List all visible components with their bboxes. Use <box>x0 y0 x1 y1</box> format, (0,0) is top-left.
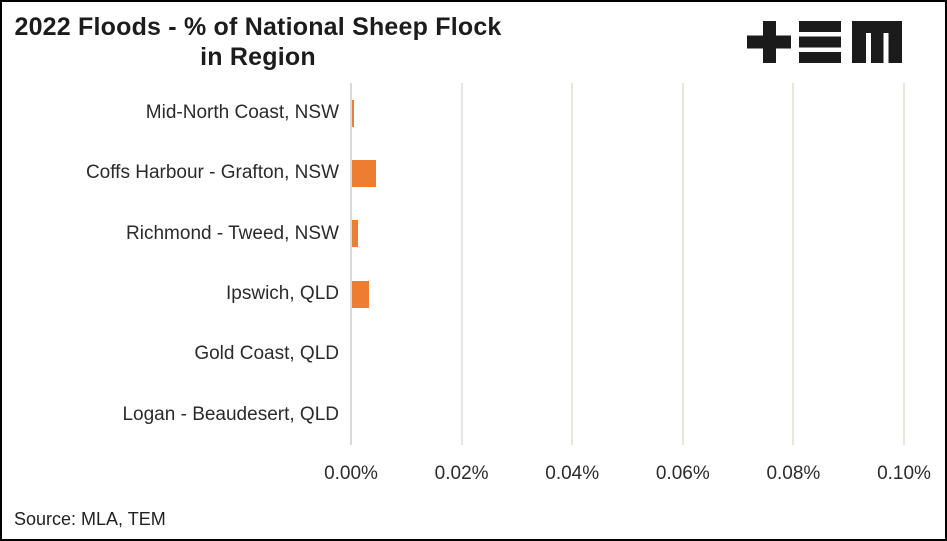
bar <box>352 220 359 248</box>
bar <box>352 99 355 127</box>
bar-track <box>351 99 904 127</box>
x-axis-tick-labels: 0.00% 0.02% 0.04% 0.06% 0.08% 0.10% <box>324 463 931 489</box>
category-label: Logan - Beaudesert, QLD <box>122 403 339 425</box>
chart-title-line-1: 2022 Floods - % of National Sheep Flock <box>14 13 502 41</box>
triple-bar-glyph <box>799 21 841 63</box>
x-tick-label: 0.08% <box>766 463 821 484</box>
plot-area <box>350 83 905 445</box>
category-label: Mid-North Coast, NSW <box>145 102 339 124</box>
x-tick-label: 0.04% <box>545 463 600 484</box>
gridline <box>571 83 574 445</box>
bar-track <box>351 341 904 368</box>
x-tick-label: 0.00% <box>324 463 378 484</box>
plus-glyph <box>747 21 791 63</box>
x-tick-label: 0.02% <box>434 463 489 484</box>
gridline <box>792 83 795 445</box>
chart-title-line-2: in Region <box>200 43 316 71</box>
bar-row: Gold Coast, QLD <box>2 324 904 384</box>
y-axis-line <box>350 83 352 445</box>
bar <box>352 159 376 187</box>
bar-track <box>351 280 904 308</box>
bar-row: Logan - Beaudesert, QLD <box>2 385 904 445</box>
bar-row: Richmond - Tweed, NSW <box>2 204 904 264</box>
category-label: Gold Coast, QLD <box>194 343 339 365</box>
bar-row: Mid-North Coast, NSW <box>2 83 904 143</box>
chart-title: 2022 Floods - % of National Sheep Flock … <box>12 12 504 72</box>
bar-track <box>351 401 904 428</box>
bar <box>352 280 370 308</box>
category-label: Coffs Harbour - Grafton, NSW <box>85 162 339 184</box>
source-note: Source: MLA, TEM <box>14 509 166 529</box>
bar-row: Ipswich, QLD <box>2 264 904 324</box>
tem-logo-icon <box>747 21 903 63</box>
m-glyph <box>852 21 902 63</box>
gridline <box>681 83 684 445</box>
bar-row: Coffs Harbour - Grafton, NSW <box>2 143 904 203</box>
x-tick-label: 0.10% <box>877 463 931 484</box>
bar-track <box>351 220 904 248</box>
x-tick-label: 0.06% <box>655 463 710 484</box>
category-label: Ipswich, QLD <box>226 283 339 305</box>
category-label: Richmond - Tweed, NSW <box>126 222 339 244</box>
gridline <box>460 83 463 445</box>
gridline <box>903 83 905 445</box>
bar-track <box>351 159 904 187</box>
bar-rows: Mid-North Coast, NSW Coffs Harbour - Graf… <box>2 83 904 445</box>
